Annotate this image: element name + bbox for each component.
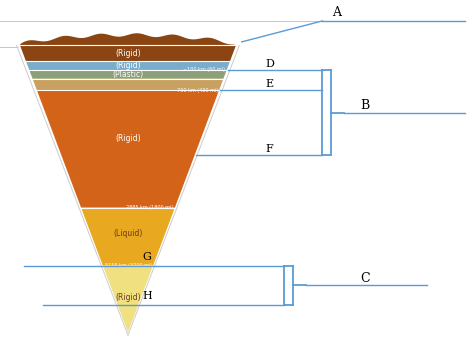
Text: F: F <box>265 144 273 154</box>
Polygon shape <box>19 45 237 61</box>
Text: ~100 km (60 mi): ~100 km (60 mi) <box>183 67 225 73</box>
Text: (Rigid): (Rigid) <box>115 49 141 58</box>
Polygon shape <box>31 79 225 90</box>
Polygon shape <box>19 33 237 45</box>
Text: (Rigid): (Rigid) <box>115 61 141 70</box>
Text: G: G <box>142 252 151 262</box>
Text: 5155 km (3200 mi): 5155 km (3200 mi) <box>105 263 152 268</box>
Polygon shape <box>28 70 228 79</box>
Polygon shape <box>36 90 220 208</box>
Polygon shape <box>25 61 231 70</box>
Text: (Rigid): (Rigid) <box>115 134 141 142</box>
Text: (Liquid): (Liquid) <box>113 229 143 238</box>
Text: D: D <box>265 59 274 69</box>
Text: 2885 km (1800 mi): 2885 km (1800 mi) <box>127 205 173 210</box>
Polygon shape <box>102 266 154 335</box>
Text: H: H <box>142 291 152 301</box>
Text: A: A <box>332 6 341 19</box>
Text: C: C <box>360 272 370 284</box>
Polygon shape <box>80 208 176 266</box>
Text: ~700 km (430 mi): ~700 km (430 mi) <box>173 88 218 93</box>
Text: B: B <box>360 99 370 112</box>
Text: E: E <box>265 79 273 89</box>
Text: (Rigid): (Rigid) <box>115 293 141 302</box>
Text: (Plastic): (Plastic) <box>112 70 144 79</box>
